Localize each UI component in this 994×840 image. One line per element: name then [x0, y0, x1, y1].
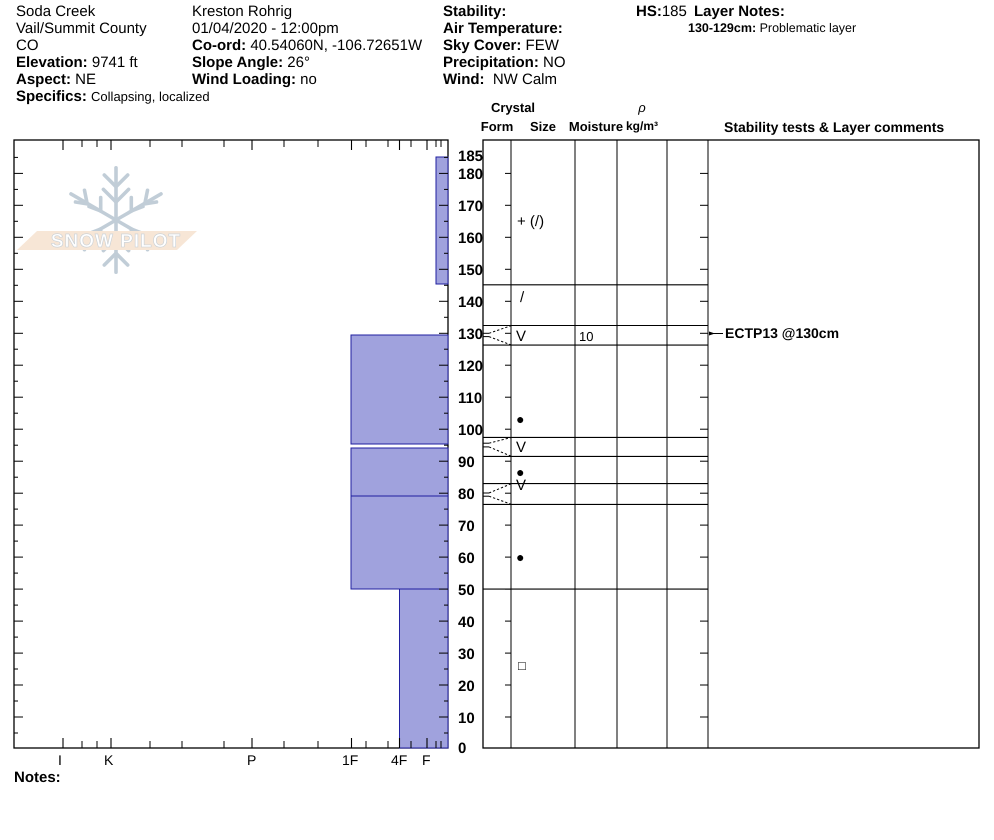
- svg-text:●: ●: [516, 411, 524, 427]
- svg-text:170: 170: [458, 198, 483, 215]
- svg-text:+ (/): + (/): [517, 213, 544, 230]
- svg-text:V: V: [516, 328, 526, 345]
- svg-text:185: 185: [458, 148, 483, 165]
- svg-text:120: 120: [458, 358, 483, 375]
- svg-text:90: 90: [458, 454, 475, 471]
- svg-text:V: V: [516, 477, 526, 494]
- svg-text:/: /: [520, 289, 525, 306]
- svg-text:□: □: [518, 658, 526, 673]
- svg-text:140: 140: [458, 294, 483, 311]
- svg-text:110: 110: [458, 390, 482, 407]
- svg-text:50: 50: [458, 582, 475, 599]
- svg-text:ECTP13 @130cm: ECTP13 @130cm: [725, 325, 839, 341]
- svg-text:70: 70: [458, 518, 475, 535]
- svg-text:10: 10: [458, 710, 475, 727]
- svg-text:180: 180: [458, 166, 483, 183]
- svg-text:SNOW PILOT: SNOW PILOT: [51, 231, 181, 252]
- svg-text:100: 100: [458, 422, 483, 439]
- svg-text:20: 20: [458, 678, 475, 695]
- svg-text:30: 30: [458, 646, 475, 663]
- svg-text:130: 130: [458, 326, 483, 343]
- svg-text:150: 150: [458, 262, 483, 279]
- svg-text:10: 10: [579, 329, 593, 344]
- svg-text:●: ●: [516, 549, 524, 565]
- svg-text:V: V: [516, 439, 526, 456]
- svg-text:80: 80: [458, 486, 475, 503]
- svg-text:60: 60: [458, 550, 475, 567]
- svg-text:160: 160: [458, 230, 483, 247]
- svg-text:0: 0: [458, 740, 466, 757]
- svg-text:40: 40: [458, 614, 475, 631]
